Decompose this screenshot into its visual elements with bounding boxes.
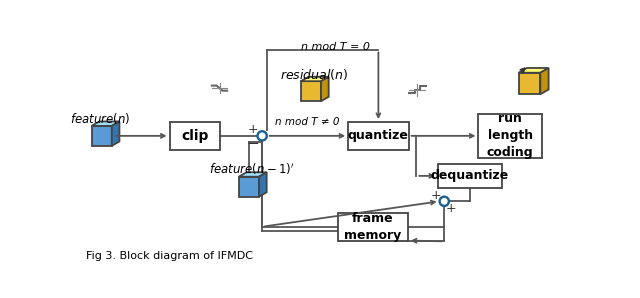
Polygon shape bbox=[301, 77, 329, 81]
Text: −: − bbox=[246, 136, 259, 151]
Bar bbox=[478, 114, 542, 158]
Text: n mod T ≠ 0: n mod T ≠ 0 bbox=[275, 117, 339, 127]
Text: +: + bbox=[445, 202, 456, 215]
Polygon shape bbox=[518, 68, 548, 73]
Circle shape bbox=[257, 131, 267, 140]
Text: $feature(n)$: $feature(n)$ bbox=[70, 111, 131, 126]
Polygon shape bbox=[259, 172, 267, 197]
Text: clip: clip bbox=[181, 129, 209, 143]
Polygon shape bbox=[321, 77, 329, 101]
Bar bbox=[438, 164, 502, 188]
Text: $feature(n-1)'$: $feature(n-1)'$ bbox=[209, 162, 295, 178]
Polygon shape bbox=[92, 122, 120, 126]
Text: run
length
coding: run length coding bbox=[487, 112, 533, 159]
Bar bbox=[338, 213, 408, 240]
Text: +: + bbox=[431, 189, 441, 202]
Bar bbox=[170, 122, 220, 150]
Polygon shape bbox=[92, 126, 112, 146]
Bar bbox=[348, 122, 408, 150]
Text: $residual(n)$: $residual(n)$ bbox=[280, 67, 348, 82]
Text: +: + bbox=[248, 123, 258, 136]
Circle shape bbox=[440, 197, 449, 206]
Polygon shape bbox=[518, 73, 540, 94]
Text: n mod T = 0: n mod T = 0 bbox=[301, 41, 371, 52]
Text: quantize: quantize bbox=[348, 129, 409, 142]
Text: dequantize: dequantize bbox=[431, 169, 509, 182]
Polygon shape bbox=[301, 81, 321, 101]
Polygon shape bbox=[239, 177, 259, 197]
Text: frame
memory: frame memory bbox=[344, 212, 401, 242]
Polygon shape bbox=[239, 172, 267, 177]
Text: Fig 3. Block diagram of IFMDC: Fig 3. Block diagram of IFMDC bbox=[86, 251, 253, 261]
Polygon shape bbox=[540, 68, 548, 94]
Polygon shape bbox=[112, 122, 120, 146]
